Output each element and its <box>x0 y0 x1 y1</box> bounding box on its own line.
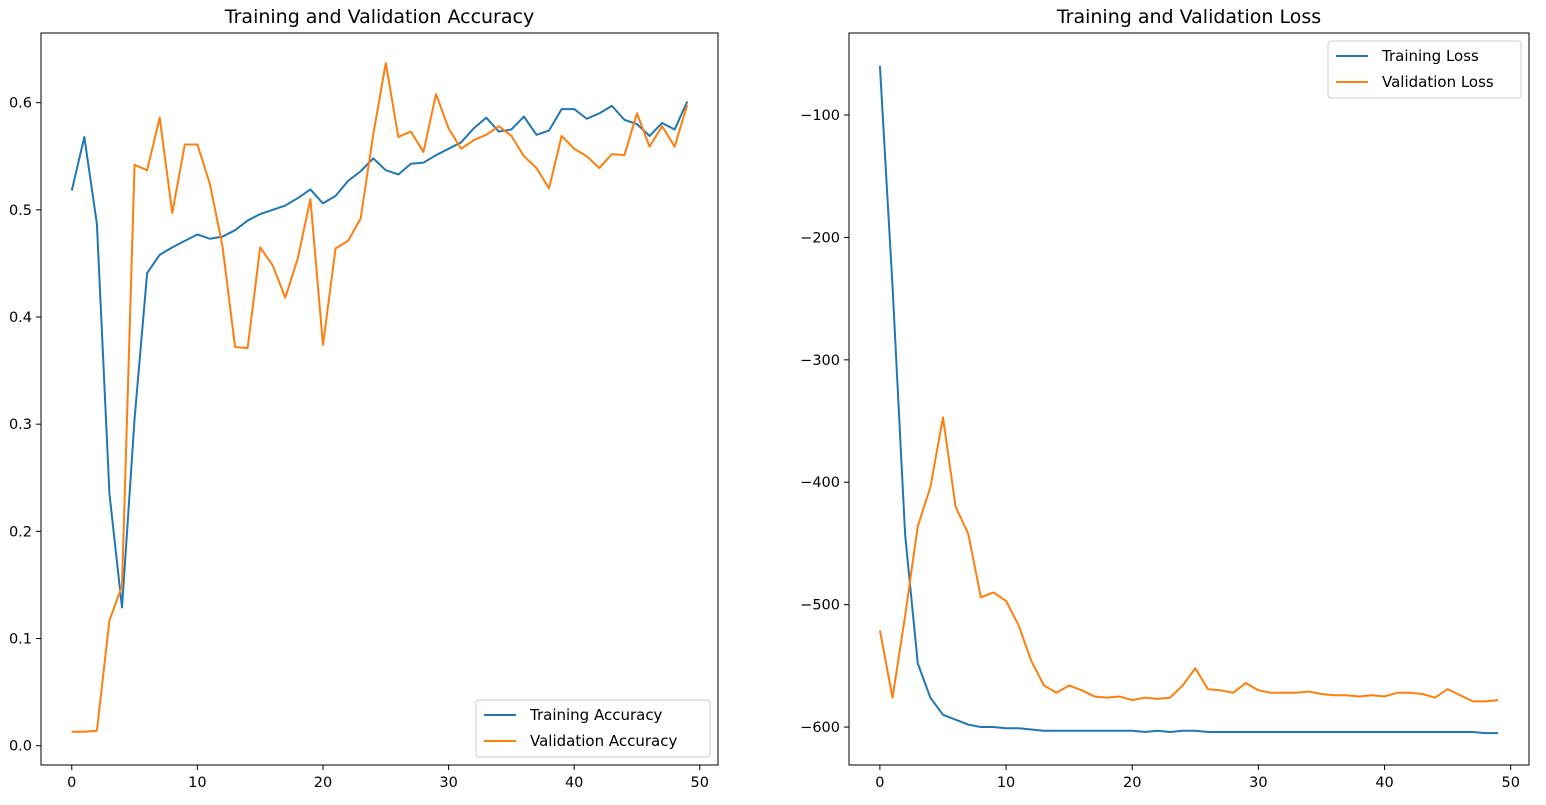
x-tick-label: 40 <box>1375 775 1393 791</box>
legend: Training Accuracy Validation Accuracy <box>475 699 711 758</box>
y-tick-label: −100 <box>800 108 840 124</box>
accuracy-chart: Training and Validation Accuracy 0 10 20 30 4… <box>9 6 719 791</box>
y-tick-label: 0.4 <box>9 310 32 326</box>
legend-label: Training Loss <box>1381 47 1479 65</box>
x-tick-label: 50 <box>691 775 709 791</box>
series-line-validation <box>878 416 1499 703</box>
y-tick-label: 0.0 <box>9 739 32 755</box>
x-tick-label: 10 <box>997 775 1015 791</box>
y-tick-label: 0.3 <box>9 417 32 433</box>
y-tick-label: −200 <box>800 230 840 246</box>
y-tick-label: −300 <box>800 353 840 369</box>
chart-title: Training and Validation Accuracy <box>224 6 534 28</box>
x-tick-label: 10 <box>188 775 206 791</box>
y-tick-label: 0.5 <box>9 203 32 219</box>
legend-box <box>1327 40 1522 99</box>
x-tick-label: 0 <box>875 775 884 791</box>
loss-chart: Training and Validation Loss 0 10 20 30 40 50 −… <box>800 6 1530 791</box>
legend: Training Loss Validation Loss <box>1327 40 1522 99</box>
legend-label: Validation Accuracy <box>530 732 677 750</box>
x-tick-label: 30 <box>439 775 457 791</box>
x-tick-label: 20 <box>314 775 332 791</box>
x-tick-label: 40 <box>565 775 583 791</box>
chart-title: Training and Validation Loss <box>1056 6 1321 28</box>
y-tick-label: −500 <box>800 598 840 614</box>
x-tick-label: 50 <box>1501 775 1519 791</box>
series-line-training <box>70 101 689 609</box>
y-tick-label: 0.6 <box>9 96 32 112</box>
plot-frame <box>848 32 1530 766</box>
legend-label: Validation Loss <box>1382 73 1494 91</box>
series-line-validation <box>71 62 689 733</box>
x-tick-label: 30 <box>1249 775 1267 791</box>
y-tick-label: −600 <box>800 720 840 736</box>
plot-frame <box>40 32 719 766</box>
y-tick-label: 0.1 <box>9 632 32 648</box>
y-tick-label: 0.2 <box>9 524 32 540</box>
legend-box <box>475 699 711 758</box>
series-line-training <box>878 65 1499 735</box>
x-tick-label: 0 <box>67 775 76 791</box>
y-tick-label: −400 <box>800 475 840 491</box>
legend-label: Training Accuracy <box>529 706 663 724</box>
x-tick-label: 20 <box>1123 775 1141 791</box>
